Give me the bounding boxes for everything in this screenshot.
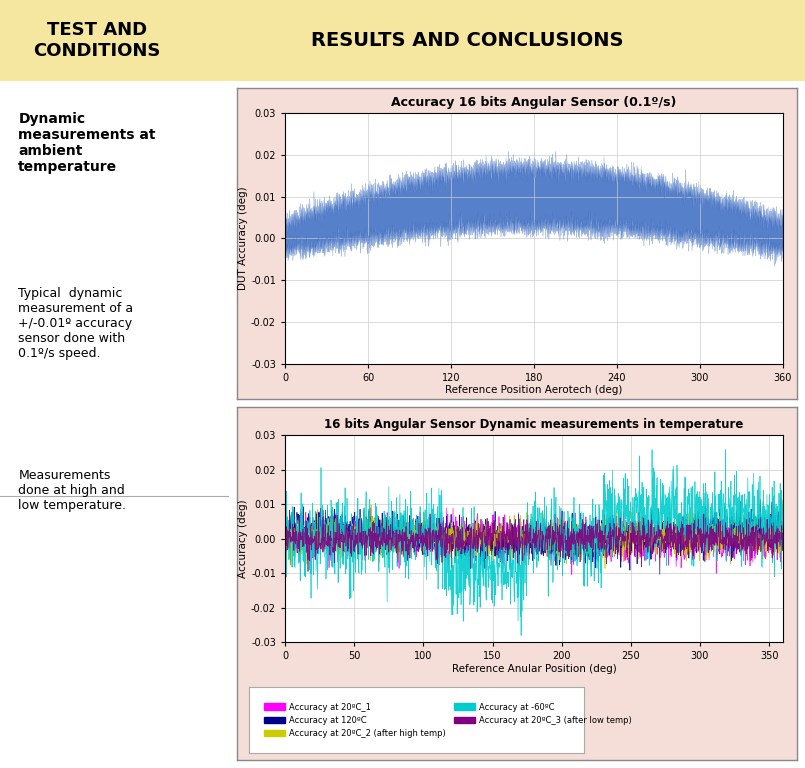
Legend: Accuracy at 20ºC_1, Accuracy at 120ºC, Accuracy at 20ºC_2 (after high temp), Acc: Accuracy at 20ºC_1, Accuracy at 120ºC, A… [259,698,636,742]
Title: 16 bits Angular Sensor Dynamic measurements in temperature: 16 bits Angular Sensor Dynamic measureme… [324,419,744,432]
X-axis label: Reference Position Aerotech (deg): Reference Position Aerotech (deg) [445,386,623,396]
Y-axis label: Accuracy (deg): Accuracy (deg) [238,499,248,578]
Text: RESULTS AND CONCLUSIONS: RESULTS AND CONCLUSIONS [311,31,623,50]
Text: Typical  dynamic
measurement of a
+/-0.01º accuracy
sensor done with
0.1º/s spee: Typical dynamic measurement of a +/-0.01… [19,287,134,360]
Text: Dynamic
measurements at
ambient
temperature: Dynamic measurements at ambient temperat… [19,111,156,174]
Y-axis label: DUT Accuracy (deg): DUT Accuracy (deg) [238,187,248,290]
X-axis label: Reference Anular Position (deg): Reference Anular Position (deg) [452,664,617,674]
Title: Accuracy 16 bits Angular Sensor (0.1º/s): Accuracy 16 bits Angular Sensor (0.1º/s) [391,96,677,109]
Text: TEST AND
CONDITIONS: TEST AND CONDITIONS [33,21,160,60]
Text: Measurements
done at high and
low temperature.: Measurements done at high and low temper… [19,469,126,512]
